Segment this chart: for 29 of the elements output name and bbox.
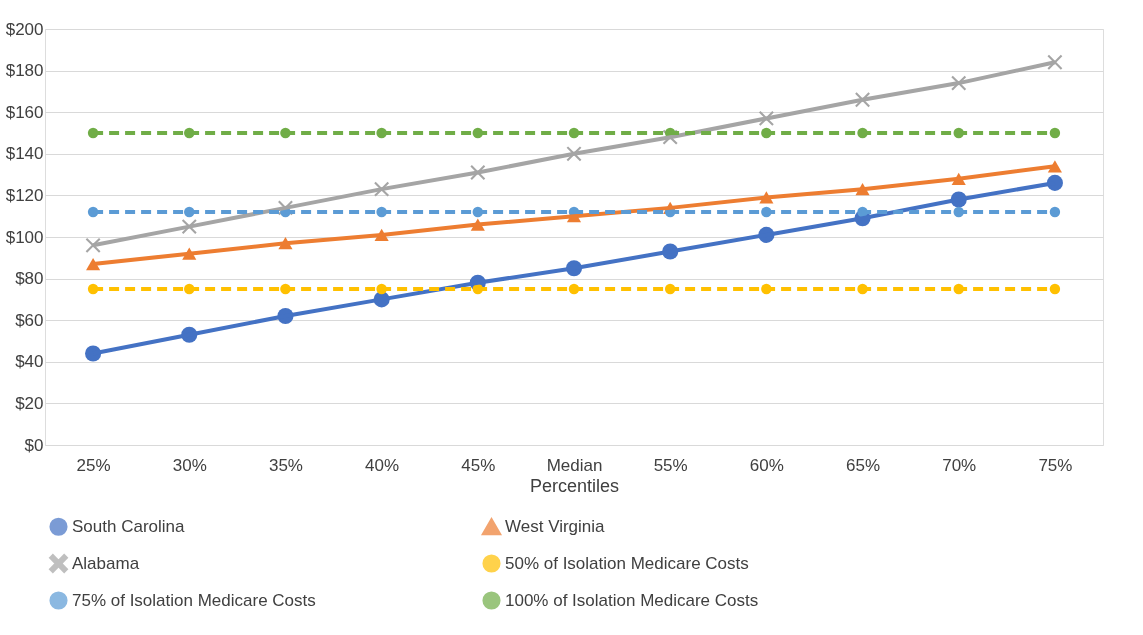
x-tick-label: 70% xyxy=(942,455,977,475)
legend-label: 50% of Isolation Medicare Costs xyxy=(505,553,749,573)
x-tick-label: 55% xyxy=(653,455,688,475)
y-tick-label: $120 xyxy=(5,185,44,205)
x-tick-label: 35% xyxy=(268,455,303,475)
x-tick-label: 25% xyxy=(76,455,111,475)
x-tick-label: 40% xyxy=(365,455,400,475)
x-tick-label: 65% xyxy=(846,455,881,475)
y-tick-label: $200 xyxy=(5,19,44,39)
legend-label: South Carolina xyxy=(72,516,185,536)
x-tick-label: 75% xyxy=(1038,455,1073,475)
y-tick-label: $20 xyxy=(15,393,44,413)
y-tick-label: $160 xyxy=(5,102,44,122)
y-tick-label: $180 xyxy=(5,61,44,81)
x-tick-label: 30% xyxy=(172,455,207,475)
legend-label: 100% of Isolation Medicare Costs xyxy=(505,590,759,610)
y-tick-label: $100 xyxy=(5,227,44,247)
y-tick-label: $140 xyxy=(5,144,44,164)
x-tick-label: 60% xyxy=(749,455,784,475)
legend-label: 75% of Isolation Medicare Costs xyxy=(72,590,316,610)
x-tick-label: Median xyxy=(546,455,603,475)
x-axis-title: Percentiles xyxy=(529,475,620,496)
legend-label: West Virginia xyxy=(505,517,606,537)
y-tick-label: $40 xyxy=(15,352,44,372)
x-tick-label: 45% xyxy=(461,455,496,475)
y-tick-label: $60 xyxy=(15,310,44,330)
legend-label: Alabama xyxy=(72,553,140,573)
y-tick-label: $0 xyxy=(24,435,44,455)
y-tick-label: $80 xyxy=(15,269,44,289)
